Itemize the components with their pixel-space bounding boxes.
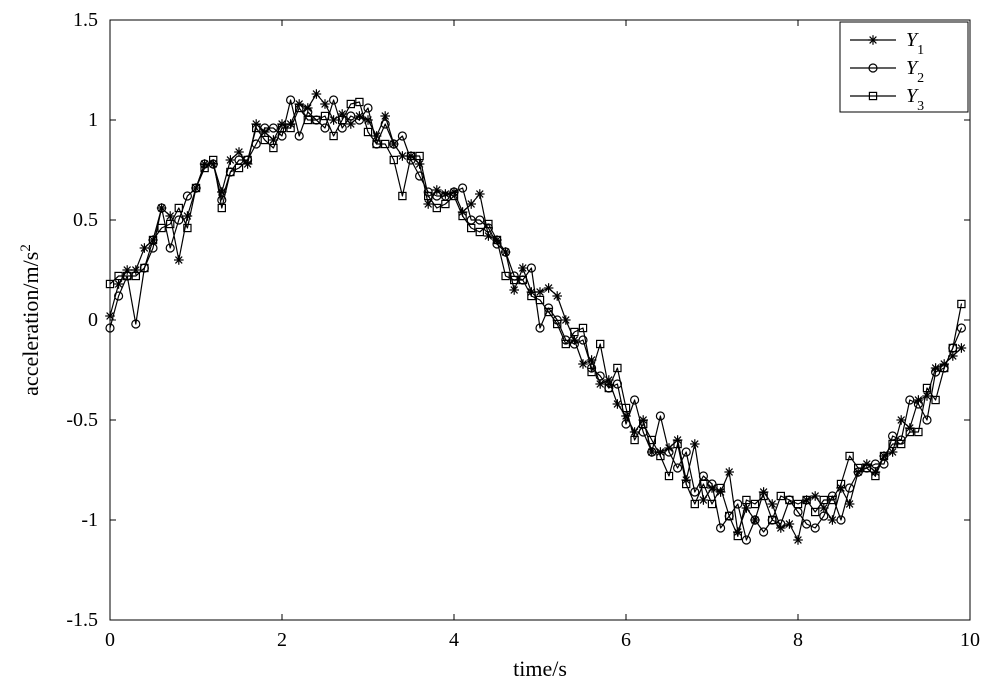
x-tick-label: 6	[621, 629, 631, 651]
x-tick-label: 10	[960, 629, 980, 651]
x-tick-label: 4	[449, 629, 459, 651]
y-tick-label: -0.5	[66, 409, 98, 431]
x-tick-label: 2	[277, 629, 287, 651]
y-tick-label: 1	[88, 109, 98, 131]
x-axis-label: time/s	[513, 656, 567, 681]
y-tick-label: -1.5	[66, 609, 98, 631]
y-tick-label: -1	[81, 509, 98, 531]
acceleration-time-chart: 0 2 4 6 8 10 time/s -1.5 -1 -0.5 0 0.5 1 1.5 accelerat…	[0, 0, 1000, 690]
y-tick-label: 1.5	[73, 9, 98, 31]
chart-svg: 0 2 4 6 8 10 time/s -1.5 -1 -0.5 0 0.5 1 1.5 accelerat…	[0, 0, 1000, 690]
y-tick-label: 0	[88, 309, 98, 331]
x-tick-label: 0	[105, 629, 115, 651]
y-axis-label: acceleration/m/s2	[18, 244, 43, 396]
y-tick-label: 0.5	[73, 209, 98, 231]
x-tick-label: 8	[793, 629, 803, 651]
legend: Y1Y2Y3	[840, 22, 968, 114]
